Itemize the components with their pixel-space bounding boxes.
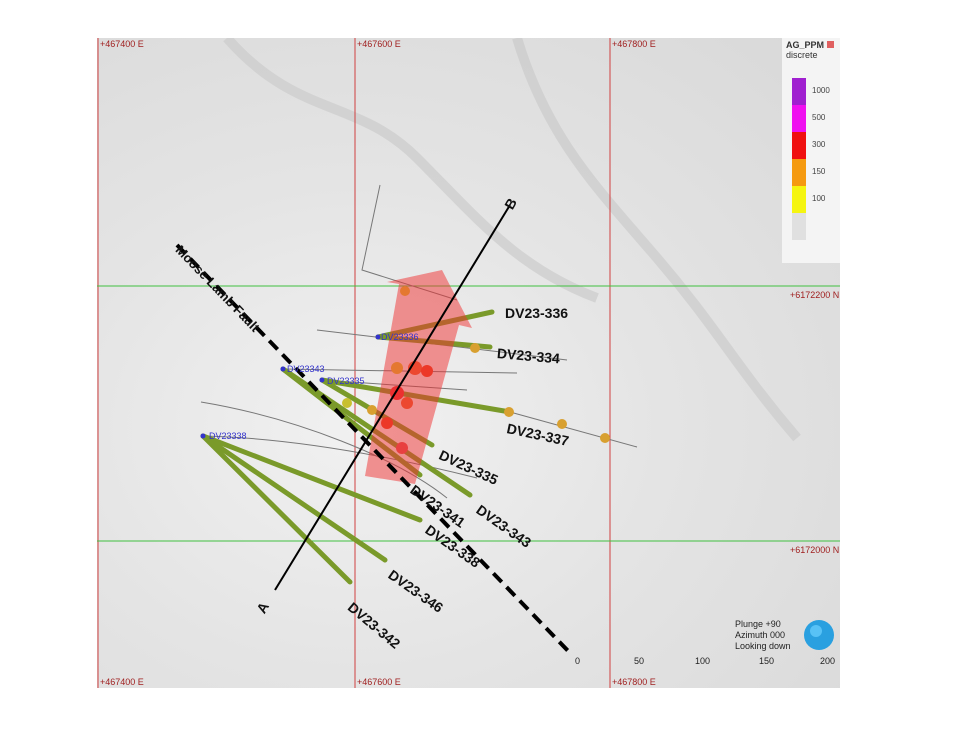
scale-label: 200 bbox=[820, 656, 836, 666]
easting-label: +467600 E bbox=[357, 677, 401, 687]
drill-trace bbox=[202, 435, 478, 479]
legend-swatch bbox=[792, 132, 806, 159]
assay-sample bbox=[367, 405, 377, 415]
collar-label: DV23343 bbox=[287, 364, 325, 374]
collar-label: DV23335 bbox=[327, 376, 365, 386]
collar-marker bbox=[319, 377, 325, 383]
azimuth-text: Azimuth 000 bbox=[735, 630, 786, 640]
legend-label: 300 bbox=[812, 140, 826, 149]
scale-label: 100 bbox=[695, 656, 711, 666]
legend-label: 150 bbox=[812, 167, 826, 176]
assay-sample bbox=[470, 343, 480, 353]
drill-trace bbox=[509, 411, 638, 448]
legend-label: 100 bbox=[812, 194, 826, 203]
legend-label: 1000 bbox=[812, 86, 830, 95]
trend-arrow bbox=[365, 270, 472, 484]
map-view[interactable] bbox=[97, 38, 840, 688]
legend-swatch bbox=[792, 159, 806, 186]
northing-label: +6172000 N bbox=[790, 545, 840, 555]
terrain-ridge bbox=[223, 38, 599, 303]
northing-label: +6172200 N bbox=[790, 290, 840, 300]
legend-label: 500 bbox=[812, 113, 826, 122]
easting-label: +467600 E bbox=[357, 39, 401, 49]
collar-label: DV23336 bbox=[381, 332, 419, 342]
easting-label: +467800 E bbox=[612, 677, 656, 687]
collar-marker bbox=[375, 334, 381, 340]
orientation-info: Plunge +90 Azimuth 000 Looking down bbox=[735, 619, 791, 652]
hole-label: DV23-336 bbox=[505, 305, 569, 321]
legend-title: AG_PPM bbox=[786, 40, 825, 50]
legend-swatch bbox=[792, 213, 806, 240]
map-canvas bbox=[97, 38, 840, 688]
assay-sample bbox=[504, 407, 514, 417]
legend-swatch bbox=[792, 186, 806, 213]
drill-hole-dv23-338 bbox=[200, 433, 423, 523]
terrain-ridge bbox=[512, 38, 801, 442]
legend: AG_PPM discrete 1000 500 300 150 100 bbox=[782, 38, 840, 263]
section-line-a-b bbox=[274, 204, 511, 591]
scale-label: 150 bbox=[759, 656, 775, 666]
drill-hole-dv23-342 bbox=[200, 433, 353, 585]
drill-trace bbox=[200, 401, 448, 499]
legend-swatch bbox=[792, 105, 806, 132]
assay-sample bbox=[342, 398, 352, 408]
legend-swatch bbox=[792, 78, 806, 105]
legend-subtitle: discrete bbox=[786, 50, 818, 60]
plunge-text: Plunge +90 bbox=[735, 619, 781, 629]
collar-marker bbox=[280, 366, 286, 372]
drill-hole-dv23-346 bbox=[200, 433, 388, 563]
easting-label: +467400 E bbox=[100, 677, 144, 687]
collar-marker bbox=[200, 433, 206, 439]
looking-text: Looking down bbox=[735, 641, 791, 651]
close-icon[interactable] bbox=[826, 41, 834, 48]
collar-label: DV23338 bbox=[209, 431, 247, 441]
scale-label: 50 bbox=[634, 656, 645, 666]
easting-label: +467400 E bbox=[100, 39, 144, 49]
assay-sample bbox=[557, 419, 567, 429]
scale-label: 0 bbox=[575, 656, 581, 666]
easting-label: +467800 E bbox=[612, 39, 656, 49]
assay-sample bbox=[600, 433, 610, 443]
